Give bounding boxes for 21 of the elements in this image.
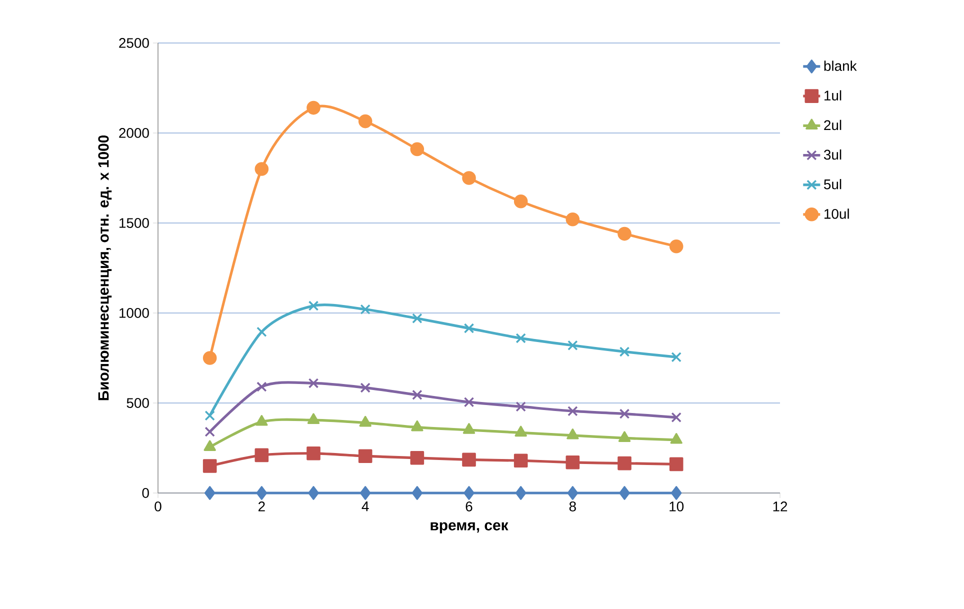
x-tick-label: 12 xyxy=(773,502,788,512)
legend-label: 1ul xyxy=(824,90,842,101)
legend-label: 2ul xyxy=(824,120,842,130)
legend-label: 5ul xyxy=(824,179,842,190)
x-tick-label: 10 xyxy=(670,502,684,512)
x-tick-label: 6 xyxy=(466,502,472,512)
y-tick-label: 1000 xyxy=(120,308,149,318)
x-axis-title: время, сек xyxy=(430,522,508,534)
y-tick-label: 500 xyxy=(126,398,149,408)
y-tick-label: 0 xyxy=(142,488,149,498)
y-tick-label: 2500 xyxy=(119,38,149,48)
y-tick-label: 1500 xyxy=(120,218,149,228)
x-tick-label: 2 xyxy=(258,502,265,512)
x-tick-label: 8 xyxy=(569,502,576,512)
y-tick-label: 2000 xyxy=(119,128,149,138)
legend-label: 3ul xyxy=(824,149,842,160)
x-tick-label: 4 xyxy=(362,502,369,512)
x-tick-label: 0 xyxy=(154,502,162,512)
y-axis-title: Биолюминесценция, отн. ед. х 1000 xyxy=(98,135,112,400)
legend-label: 10ul xyxy=(824,208,849,219)
legend-label: blank xyxy=(824,60,857,71)
